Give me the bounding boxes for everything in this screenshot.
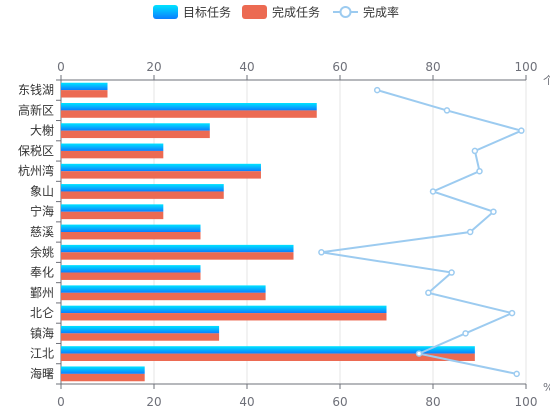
rate-point bbox=[466, 228, 474, 236]
bar-completed bbox=[61, 130, 210, 139]
rate-point bbox=[415, 350, 423, 357]
bar-completed bbox=[61, 333, 220, 341]
legend-swatch-target bbox=[153, 5, 178, 19]
bottom-axis-unit: % bbox=[543, 381, 550, 394]
top-tick-label: 0 bbox=[57, 60, 65, 74]
category-label: 宁海 bbox=[30, 204, 54, 219]
category-label: 余姚 bbox=[30, 244, 54, 259]
legend-label-2: 完成率 bbox=[363, 5, 399, 20]
bar-target bbox=[61, 143, 164, 151]
rate-point bbox=[443, 107, 451, 114]
category-label: 东钱湖 bbox=[18, 82, 54, 97]
bottom-tick-label: 80 bbox=[425, 395, 440, 409]
top-tick-label: 60 bbox=[332, 60, 347, 74]
category-label: 镇海 bbox=[30, 325, 54, 340]
top-tick-label: 100 bbox=[515, 60, 538, 74]
bottom-tick-label: 20 bbox=[146, 395, 161, 409]
category-label: 大榭 bbox=[30, 123, 54, 138]
bar-completed bbox=[61, 90, 108, 98]
bar-completed bbox=[61, 171, 261, 179]
bar-target bbox=[61, 224, 201, 232]
bar-completed bbox=[61, 150, 164, 159]
bar-completed bbox=[61, 353, 475, 361]
bar-completed bbox=[61, 373, 145, 382]
top-tick-label: 40 bbox=[239, 60, 254, 74]
category-label: 杭州湾 bbox=[18, 163, 54, 178]
category-label: 海曙 bbox=[30, 366, 54, 381]
bottom-tick-label: 40 bbox=[239, 395, 254, 409]
bar-target bbox=[61, 123, 210, 131]
bar-target bbox=[61, 184, 224, 192]
bottom-tick-label: 0 bbox=[57, 395, 65, 409]
legend-label-0: 目标任务 bbox=[183, 5, 231, 20]
rate-point bbox=[476, 167, 483, 175]
category-label: 江北 bbox=[30, 347, 54, 361]
category-label: 高新区 bbox=[18, 102, 54, 117]
bar-completed bbox=[61, 252, 294, 260]
rate-point bbox=[513, 370, 520, 378]
rate-point bbox=[373, 86, 381, 94]
rate-point bbox=[318, 249, 325, 256]
bottom-tick-label: 60 bbox=[332, 395, 347, 409]
rate-point bbox=[448, 269, 455, 276]
bar-completed bbox=[61, 211, 164, 220]
legend-label-1: 完成任务 bbox=[272, 5, 320, 20]
bar-target bbox=[61, 285, 266, 293]
bar-completed bbox=[61, 292, 266, 301]
bar-target bbox=[61, 305, 387, 314]
category-label: 鄞州 bbox=[30, 286, 54, 300]
bar-target bbox=[61, 204, 164, 212]
bottom-tick-label: 100 bbox=[515, 395, 538, 409]
bar-completed bbox=[61, 232, 201, 240]
category-label: 象山 bbox=[30, 184, 54, 198]
legend-swatch-completed bbox=[242, 5, 267, 19]
category-label: 奉化 bbox=[30, 266, 54, 280]
bar-target bbox=[61, 103, 317, 111]
rate-line bbox=[321, 89, 525, 375]
bar-target bbox=[61, 346, 475, 354]
category-label: 保税区 bbox=[18, 144, 54, 158]
top-tick-label: 80 bbox=[425, 60, 440, 74]
rate-point bbox=[462, 330, 469, 337]
category-label: 慈溪 bbox=[30, 224, 54, 239]
top-tick-label: 20 bbox=[146, 60, 161, 74]
legend-swatch-rate-dot bbox=[339, 6, 352, 18]
category-label: 北仑 bbox=[30, 306, 54, 320]
rate-point bbox=[508, 309, 516, 317]
bar-completed bbox=[61, 313, 387, 321]
bar-target bbox=[61, 244, 294, 253]
rate-point bbox=[425, 289, 432, 297]
rate-point bbox=[518, 127, 525, 134]
rate-point bbox=[429, 188, 437, 195]
bar-completed bbox=[61, 110, 317, 118]
rate-point bbox=[471, 147, 479, 155]
bar-target bbox=[61, 163, 261, 172]
rate-point bbox=[490, 208, 497, 215]
top-axis-unit: 个 bbox=[543, 74, 550, 87]
bar-completed bbox=[61, 191, 224, 199]
bar-target bbox=[61, 265, 201, 273]
bar-target bbox=[61, 325, 220, 334]
bar-target bbox=[61, 366, 145, 374]
bar-target bbox=[61, 82, 108, 91]
bar-completed bbox=[61, 272, 201, 280]
